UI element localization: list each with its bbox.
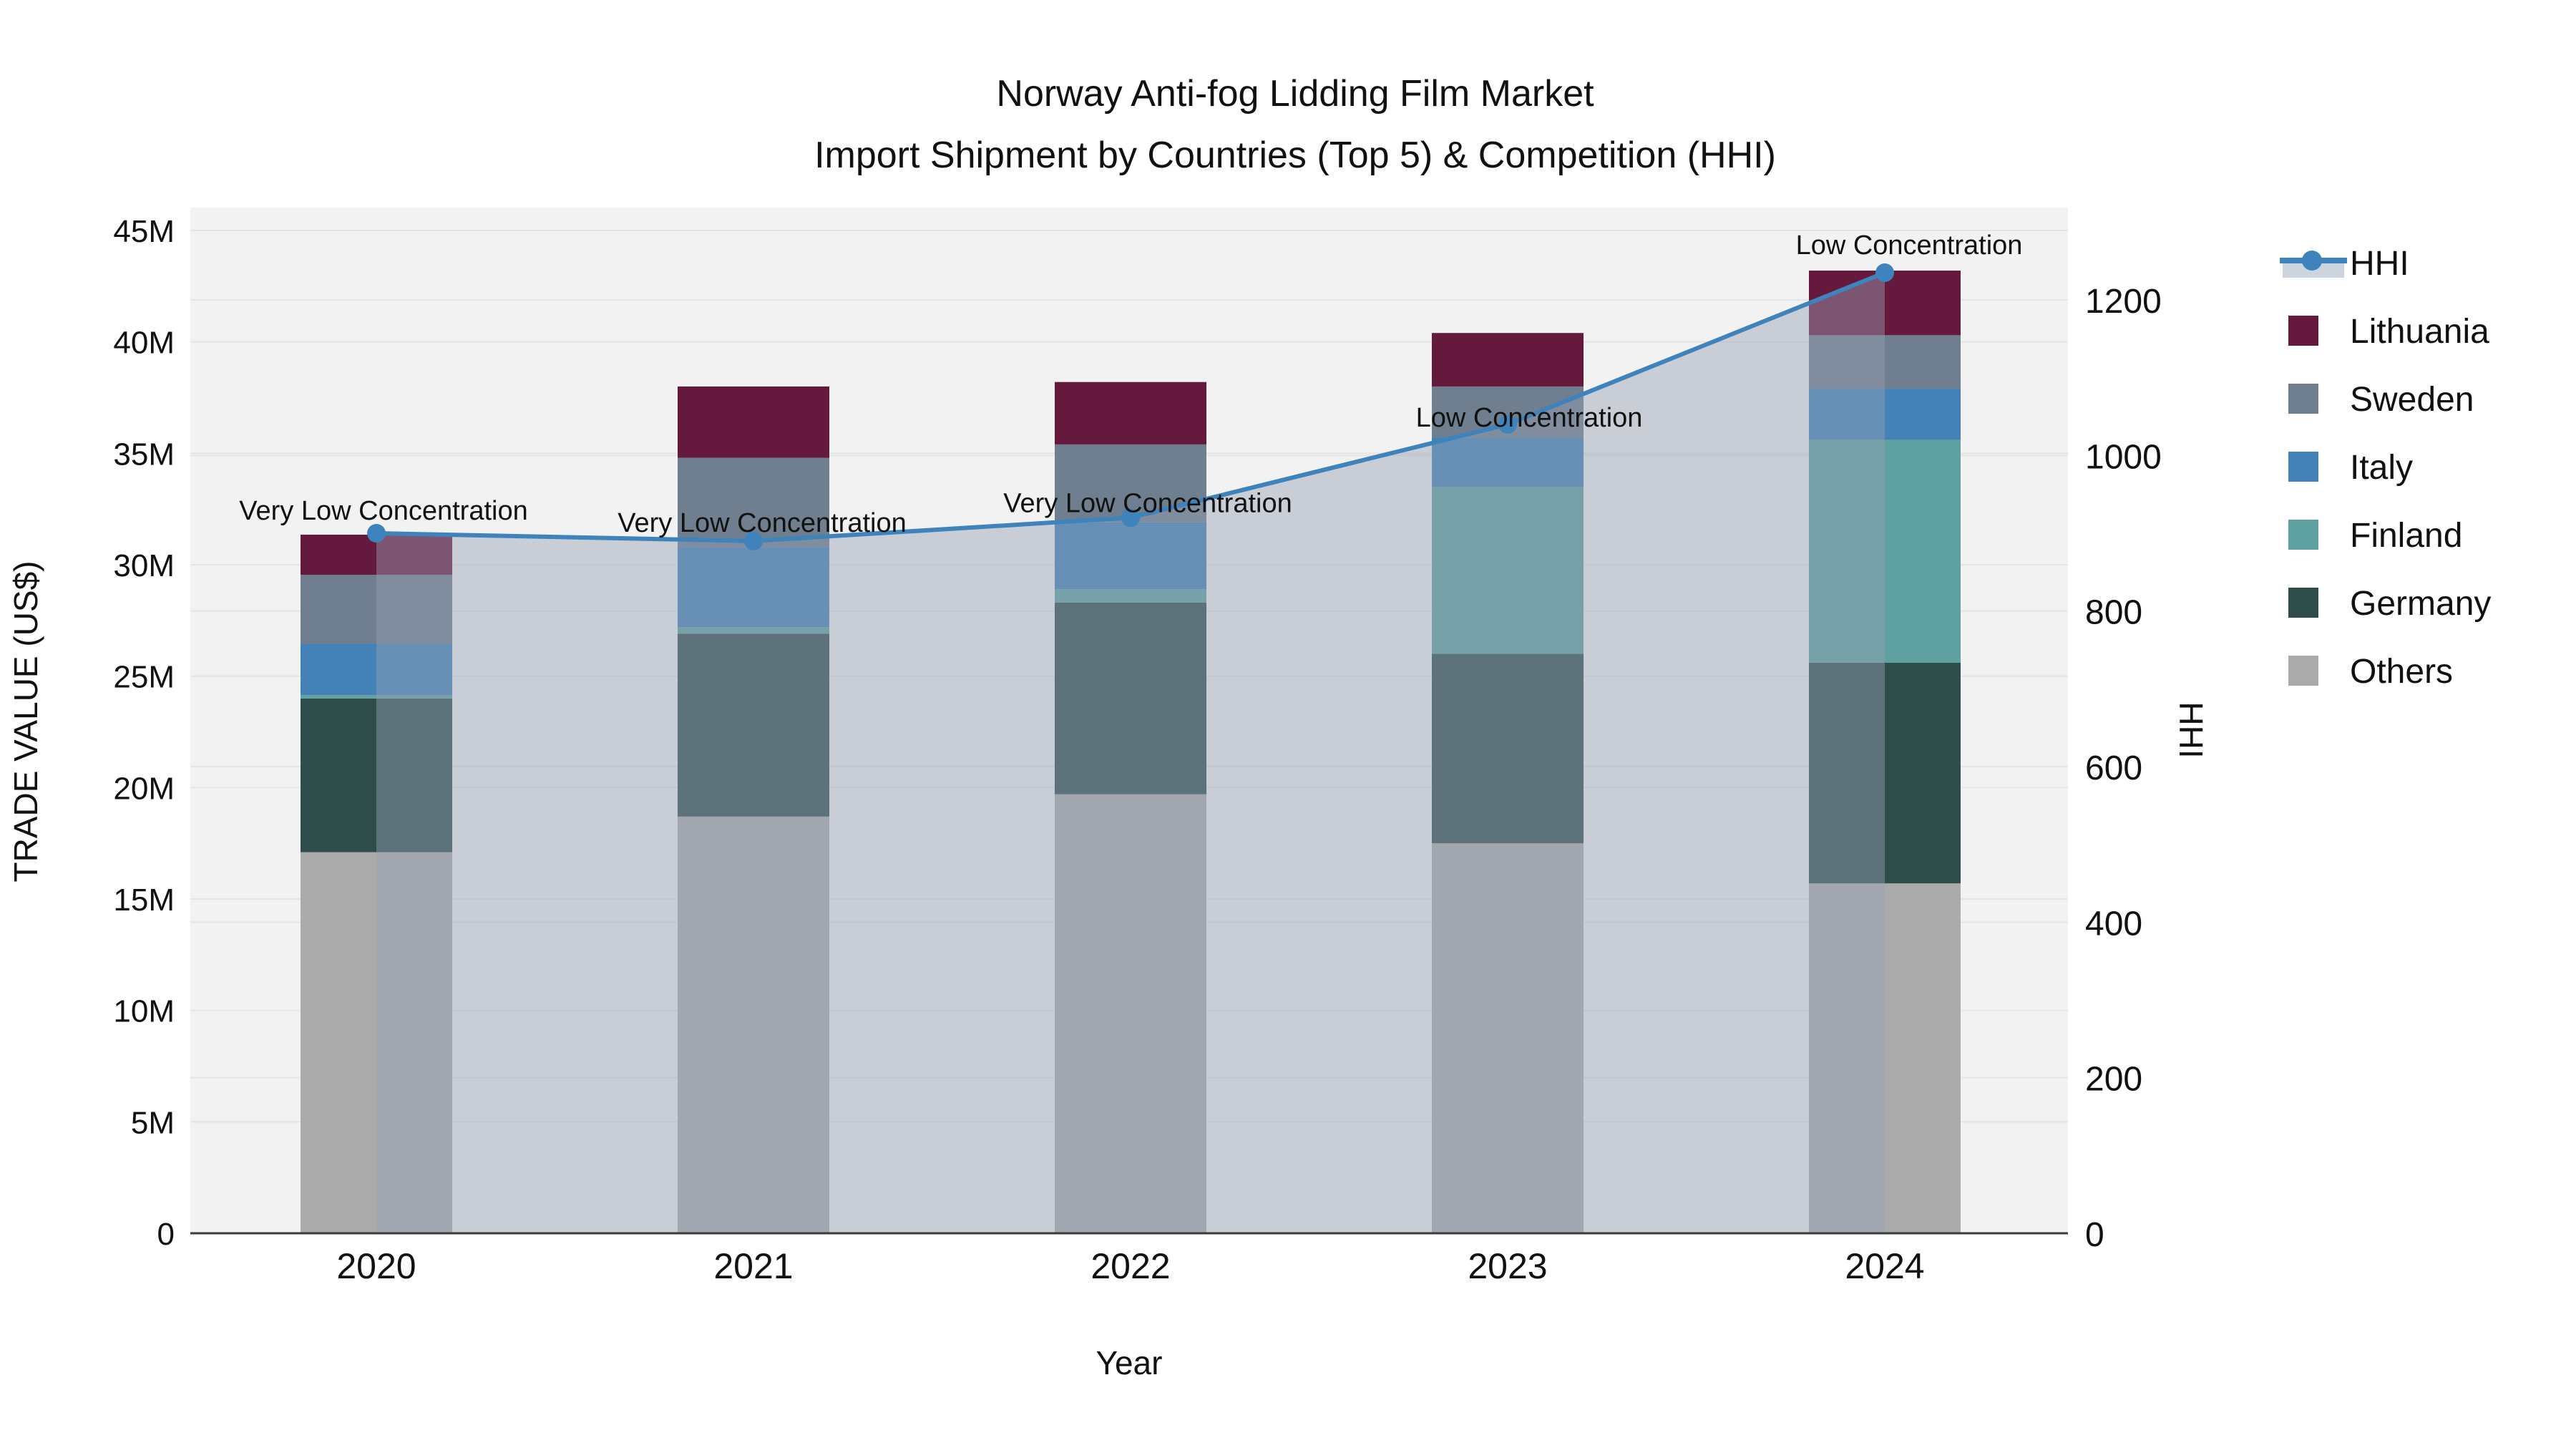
right-tick-label: 0	[2085, 1216, 2104, 1254]
hhi-marker-2022[interactable]	[1121, 508, 1140, 528]
legend-item-italy[interactable]: Italy	[2288, 449, 2413, 487]
x-tick-label-2021: 2021	[713, 1246, 793, 1286]
right-tick-label: 1200	[2085, 283, 2162, 321]
bar-segment-2022-lithuania[interactable]	[1055, 382, 1206, 444]
annotation-2023: Low Concentration	[1416, 403, 1643, 433]
legend-item-lithuania[interactable]: Lithuania	[2288, 313, 2489, 351]
y-tick-label: 15M	[113, 883, 175, 918]
legend-item-hhi[interactable]: HHI	[2280, 245, 2409, 283]
hhi-area	[376, 272, 1885, 1234]
y-tick-label: 5M	[131, 1105, 175, 1140]
right-tick-label: 1000	[2085, 438, 2162, 476]
x-tick-label-2023: 2023	[1468, 1246, 1547, 1286]
legend-label-lithuania[interactable]: Lithuania	[2350, 313, 2489, 351]
x-tick-label-2020: 2020	[336, 1246, 416, 1286]
legend-label-hhi[interactable]: HHI	[2350, 245, 2409, 283]
right-axis-title: HHI	[2172, 701, 2210, 758]
hhi-area-fill	[376, 272, 1885, 1234]
right-tick-label: 200	[2085, 1061, 2142, 1099]
bar-segment-2021-finland[interactable]	[678, 627, 829, 634]
bar-segment-2024-germany[interactable]	[1809, 662, 1961, 884]
legend-swatch-others	[2288, 656, 2318, 686]
annotation-2021: Very Low Concentration	[618, 508, 906, 538]
bar-segment-2024-finland[interactable]	[1809, 439, 1961, 663]
hhi-marker-2024[interactable]	[1875, 263, 1894, 282]
legend: HHI Lithuania Sweden Italy Finland Germany Oth…	[2280, 245, 2491, 691]
right-tick-label: 400	[2085, 905, 2142, 943]
annotation-2024: Low Concentration	[1796, 230, 2023, 261]
bar-segment-2022-italy[interactable]	[1055, 522, 1206, 590]
bar-segment-2023-germany[interactable]	[1432, 653, 1584, 844]
y-tick-label: 30M	[113, 548, 175, 583]
bar-segment-2024-others[interactable]	[1809, 883, 1961, 1233]
bar-segment-2022-others[interactable]	[1055, 794, 1206, 1233]
annotations-layer: Very Low Concentration Very Low Concentra…	[239, 230, 2022, 538]
bar-segment-2020-finland[interactable]	[301, 695, 452, 699]
y-tick-label: 0	[157, 1217, 175, 1252]
chart-title-line1: Norway Anti-fog Lidding Film Market	[996, 73, 1594, 115]
y-tick-label: 45M	[113, 214, 175, 249]
axis-ticks: 0 5M 10M 15M 20M 25M 30M 35M 40M 45M 0 200 400 600 800…	[113, 214, 2161, 1286]
chart-title-line2: Import Shipment by Countries (Top 5) & C…	[814, 135, 1776, 176]
right-tick-label: 600	[2085, 749, 2142, 787]
bar-segment-2020-italy[interactable]	[301, 643, 452, 696]
bar-segment-2021-lithuania[interactable]	[678, 386, 829, 458]
y-tick-label: 35M	[113, 437, 175, 472]
y-tick-label: 25M	[113, 660, 175, 695]
hhi-marker-2021[interactable]	[744, 531, 763, 550]
y-tick-label: 20M	[113, 771, 175, 806]
bar-segment-2021-italy[interactable]	[678, 547, 829, 628]
legend-label-others[interactable]: Others	[2350, 653, 2453, 691]
hhi-line-layer	[367, 263, 1894, 550]
legend-label-italy[interactable]: Italy	[2350, 449, 2413, 487]
y-tick-label: 10M	[113, 994, 175, 1029]
bar-segment-2024-italy[interactable]	[1809, 389, 1961, 440]
bar-segment-2021-others[interactable]	[678, 816, 829, 1233]
bar-segment-2022-germany[interactable]	[1055, 602, 1206, 794]
legend-swatch-lithuania	[2288, 316, 2318, 346]
bar-segment-2023-lithuania[interactable]	[1432, 333, 1584, 387]
legend-label-germany[interactable]: Germany	[2350, 585, 2491, 623]
legend-swatch-sweden	[2288, 384, 2318, 414]
legend-item-finland[interactable]: Finland	[2288, 517, 2462, 555]
hhi-marker-2023[interactable]	[1498, 414, 1517, 434]
bar-segment-2023-others[interactable]	[1432, 843, 1584, 1233]
legend-swatch-finland	[2288, 520, 2318, 550]
x-tick-label-2024: 2024	[1845, 1246, 1924, 1286]
legend-swatch-italy	[2288, 452, 2318, 482]
bar-segment-2021-germany[interactable]	[678, 633, 829, 817]
bar-segment-2024-sweden[interactable]	[1809, 335, 1961, 389]
hhi-marker-2020[interactable]	[367, 523, 386, 543]
right-tick-label: 800	[2085, 594, 2142, 632]
bar-segment-2020-germany[interactable]	[301, 698, 452, 852]
legend-label-finland[interactable]: Finland	[2350, 517, 2462, 555]
bar-segment-2020-sweden[interactable]	[301, 575, 452, 644]
bar-segment-2023-finland[interactable]	[1432, 487, 1584, 654]
legend-label-sweden[interactable]: Sweden	[2350, 381, 2474, 419]
bar-segment-2022-finland[interactable]	[1055, 589, 1206, 603]
legend-hhi-marker-sample	[2302, 251, 2322, 271]
legend-swatch-germany	[2288, 588, 2318, 618]
annotation-2020: Very Low Concentration	[239, 496, 527, 526]
y-axis-title: TRADE VALUE (US$)	[7, 560, 44, 882]
legend-item-sweden[interactable]: Sweden	[2288, 381, 2474, 419]
legend-item-others[interactable]: Others	[2288, 653, 2453, 691]
bar-segment-2020-others[interactable]	[301, 852, 452, 1233]
x-axis-title: Year	[1096, 1344, 1163, 1381]
annotation-2022: Very Low Concentration	[1003, 488, 1292, 518]
x-tick-label-2022: 2022	[1091, 1246, 1170, 1286]
bar-segment-2023-italy[interactable]	[1432, 437, 1584, 487]
legend-item-germany[interactable]: Germany	[2288, 585, 2491, 623]
bars-layer	[301, 271, 1961, 1233]
y-tick-label: 40M	[113, 326, 175, 361]
